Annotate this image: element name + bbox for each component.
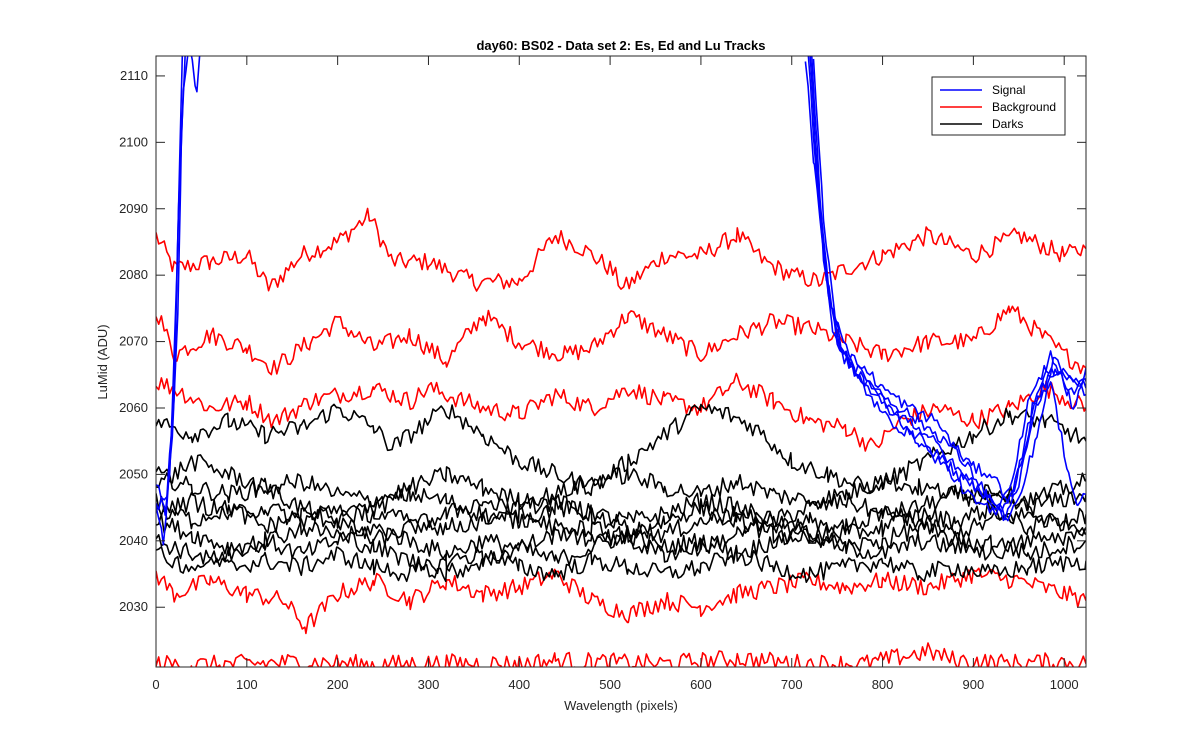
y-tick-label: 2050 xyxy=(119,466,148,481)
legend: Signal Background Darks xyxy=(931,76,1066,136)
series-line-background-0 xyxy=(156,207,1086,292)
legend-label-background: Background xyxy=(992,100,1056,114)
y-axis-label: LuMid (ADU) xyxy=(95,324,110,399)
series-line-darks-5 xyxy=(156,403,1086,497)
x-tick-label: 800 xyxy=(872,677,894,692)
x-tick-label: 400 xyxy=(508,677,530,692)
series-line-darks-9 xyxy=(156,534,1086,583)
x-tick-label: 0 xyxy=(152,677,159,692)
series-line-background-2 xyxy=(156,372,1086,452)
legend-label-signal: Signal xyxy=(992,83,1025,97)
series-line-signal-20 xyxy=(812,58,1086,516)
y-tick-label: 2040 xyxy=(119,533,148,548)
x-axis-ticks: 0 100 200 300 400 500 600 700 800 900 1000 xyxy=(152,56,1079,692)
series-line-darks-10 xyxy=(156,454,1086,511)
x-tick-label: 600 xyxy=(690,677,712,692)
series-line-darks-6 xyxy=(156,466,1086,530)
y-tick-label: 2110 xyxy=(120,68,148,83)
x-tick-label: 500 xyxy=(599,677,621,692)
legend-box xyxy=(931,76,1066,136)
series-line-darks-11 xyxy=(156,492,1086,544)
y-axis-ticks: 2030 2040 2050 2060 2070 2080 2090 2100 2110 xyxy=(119,68,1086,614)
x-tick-label: 300 xyxy=(418,677,440,692)
series-line-background-4 xyxy=(156,642,1086,667)
chart-title: day60: BS02 - Data set 2: Es, Ed and Lu … xyxy=(476,38,765,53)
series-line-signal-14 xyxy=(156,56,186,516)
series-line-background-1 xyxy=(156,305,1086,376)
x-tick-label: 200 xyxy=(327,677,349,692)
y-tick-label: 2070 xyxy=(119,334,148,349)
plot-frame xyxy=(155,55,1087,668)
x-tick-label: 1000 xyxy=(1050,677,1079,692)
y-tick-label: 2060 xyxy=(119,400,148,415)
legend-label-darks: Darks xyxy=(992,117,1023,131)
series-lines xyxy=(156,56,1086,667)
x-tick-label: 700 xyxy=(781,677,803,692)
x-tick-label: 100 xyxy=(236,677,258,692)
series-line-darks-12 xyxy=(156,512,1086,583)
y-tick-label: 2080 xyxy=(119,267,148,282)
y-tick-label: 2030 xyxy=(119,599,148,614)
series-line-background-3 xyxy=(156,567,1086,635)
plot-area xyxy=(156,56,1086,667)
x-axis-label: Wavelength (pixels) xyxy=(564,698,678,713)
series-line-signal-19 xyxy=(810,56,1086,522)
y-tick-label: 2090 xyxy=(119,201,148,216)
y-tick-label: 2100 xyxy=(119,134,148,149)
series-line-signal-15 xyxy=(156,56,184,511)
x-tick-label: 900 xyxy=(963,677,985,692)
